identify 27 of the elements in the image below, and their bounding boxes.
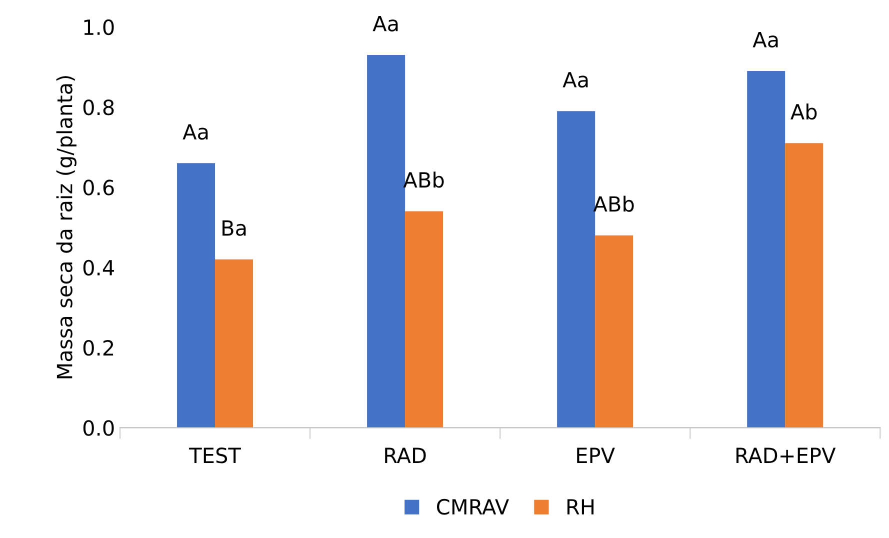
y-tick-label: 0.0	[83, 420, 114, 436]
bar	[405, 211, 444, 428]
y-tick-label: 0.6	[83, 180, 114, 196]
x-tick-label: TEST	[189, 448, 242, 464]
bar	[367, 54, 406, 428]
x-tick-label: EPV	[577, 448, 615, 463]
x-tick-label: RAD+EPV	[736, 448, 836, 463]
y-axis-title: Massa seca da raiz (g/planta)	[56, 76, 76, 378]
bar	[595, 235, 634, 428]
bar	[177, 163, 216, 428]
data-label: Aa	[372, 16, 398, 32]
bar	[747, 70, 786, 428]
legend-label: CMRAV	[436, 498, 509, 515]
y-tick-label: 1.0	[84, 19, 114, 36]
data-label: Ba	[222, 220, 246, 236]
data-label: Ab	[790, 104, 817, 120]
bar	[557, 111, 596, 428]
legend-label: RH	[567, 499, 594, 514]
y-tick-label: 0.4	[83, 260, 114, 276]
data-label: Aa	[752, 32, 778, 48]
data-label: Aa	[562, 72, 588, 88]
data-label: Aa	[182, 124, 208, 140]
bar	[785, 143, 824, 428]
y-tick-label: 0.8	[83, 100, 114, 116]
bar	[215, 259, 254, 428]
y-tick-label: 0.2	[83, 340, 114, 356]
x-tick-label: RAD	[385, 448, 426, 463]
